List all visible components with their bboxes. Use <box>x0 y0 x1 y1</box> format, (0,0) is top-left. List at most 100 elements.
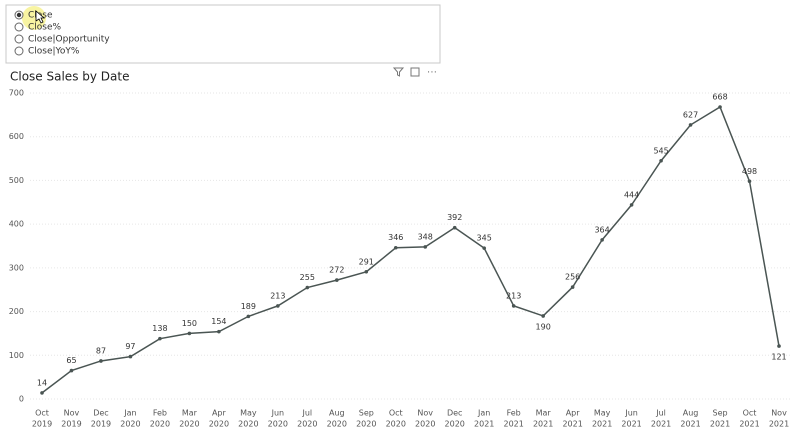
x-tick-label: Mar <box>182 409 198 418</box>
x-tick-label: 2021 <box>769 420 789 429</box>
data-label: 87 <box>96 346 106 355</box>
point <box>452 225 457 230</box>
filter-icon[interactable] <box>392 67 405 77</box>
data-label: 213 <box>506 291 521 300</box>
y-tick-label: 500 <box>9 176 24 185</box>
point <box>40 391 44 395</box>
x-tick-label: May <box>240 409 257 418</box>
x-tick-label: 2020 <box>209 420 229 429</box>
data-label: 345 <box>477 234 492 243</box>
x-tick-label: Jun <box>271 409 285 418</box>
data-label: 138 <box>152 324 167 333</box>
x-tick-label: 2020 <box>415 420 435 429</box>
focus-icon[interactable] <box>410 67 420 77</box>
x-tick-label: Dec <box>447 409 462 418</box>
data-label: 14 <box>37 378 47 387</box>
x-tick-label: Oct <box>35 409 49 418</box>
data-label: 627 <box>683 110 698 119</box>
x-tick-label: 2019 <box>91 420 111 429</box>
slicer-frame <box>5 4 441 64</box>
point <box>187 331 192 336</box>
x-tick-label: Nov <box>771 409 787 418</box>
point <box>600 238 604 242</box>
point <box>305 285 310 290</box>
data-label: 272 <box>329 266 344 275</box>
point <box>629 203 634 207</box>
slicer-option[interactable]: Close|Opportunity <box>28 35 110 45</box>
radio[interactable] <box>14 22 24 32</box>
chart-title: Close Sales by Date <box>10 70 129 84</box>
x-tick-label: Feb <box>153 409 167 418</box>
point <box>541 314 545 318</box>
point <box>570 285 575 289</box>
data-label: 154 <box>211 317 226 326</box>
more-icon[interactable]: ⋯ <box>427 67 437 78</box>
x-tick-label: 2019 <box>32 420 52 429</box>
point <box>511 304 516 308</box>
data-label: 364 <box>594 225 609 234</box>
point <box>718 105 722 109</box>
x-tick-label: 2021 <box>562 420 582 429</box>
data-label: 150 <box>182 319 197 328</box>
slicer-option[interactable]: Close% <box>28 23 62 33</box>
x-tick-label: Oct <box>389 409 403 418</box>
data-label: 65 <box>66 356 76 365</box>
point <box>423 245 428 249</box>
data-label: 190 <box>536 322 551 331</box>
point <box>747 179 752 184</box>
data-label: 392 <box>447 213 462 222</box>
x-tick-label: 2020 <box>356 420 376 429</box>
data-label: 121 <box>771 353 786 362</box>
point <box>777 344 781 348</box>
data-label: 444 <box>624 190 639 199</box>
slicer-option[interactable]: Close|YoY% <box>28 47 80 57</box>
point <box>393 245 398 250</box>
y-tick-label: 100 <box>9 351 24 360</box>
y-tick-label: 700 <box>9 89 24 98</box>
data-label: 346 <box>388 233 403 242</box>
data-label: 256 <box>565 273 580 282</box>
x-tick-label: Nov <box>417 409 433 418</box>
point <box>158 336 162 341</box>
data-label: 291 <box>359 257 374 266</box>
x-tick-label: 2021 <box>651 420 671 429</box>
radio[interactable] <box>14 34 24 44</box>
data-label: 255 <box>300 273 315 282</box>
data-label: 545 <box>653 146 668 155</box>
y-tick-label: 300 <box>9 263 24 272</box>
y-tick-label: 0 <box>19 395 24 404</box>
y-tick-label: 200 <box>9 307 24 316</box>
x-tick-label: Oct <box>743 409 757 418</box>
line <box>41 105 780 394</box>
x-tick-label: 2020 <box>327 420 347 429</box>
point <box>659 158 663 163</box>
x-tick-label: Sep <box>713 409 728 418</box>
point <box>128 354 133 359</box>
x-tick-label: Jun <box>624 409 638 418</box>
x-tick-label: 2021 <box>710 420 730 429</box>
cursor <box>35 10 46 24</box>
data-label: 97 <box>125 342 135 351</box>
radio[interactable] <box>14 46 24 56</box>
data-label: 668 <box>712 92 727 101</box>
x-tick-label: Jul <box>301 409 312 418</box>
data-label: 213 <box>270 291 285 300</box>
x-tick-label: Feb <box>507 409 521 418</box>
point <box>246 314 251 319</box>
y-tick-label: 400 <box>9 220 24 229</box>
point <box>482 246 487 250</box>
data-label: 189 <box>241 302 256 311</box>
x-tick-label: 2021 <box>592 420 612 429</box>
x-tick-label: Aug <box>329 409 345 418</box>
x-tick-label: Sep <box>359 409 374 418</box>
x-tick-label: Aug <box>683 409 699 418</box>
x-tick-label: Jan <box>477 409 490 418</box>
radio-dot <box>16 12 22 18</box>
x-tick-label: Dec <box>93 409 108 418</box>
data-label: 498 <box>742 167 757 176</box>
x-tick-label: Nov <box>64 409 80 418</box>
point <box>99 359 103 363</box>
visual-header: ⋯ <box>392 67 437 78</box>
x-tick-label: 2021 <box>621 420 641 429</box>
